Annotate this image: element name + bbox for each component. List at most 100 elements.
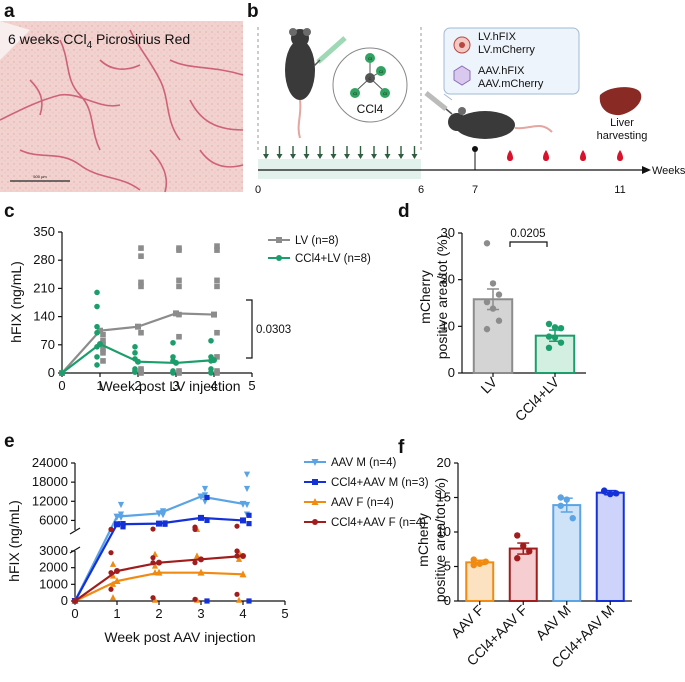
- chart-e-point: [109, 594, 117, 601]
- chart-f-category-label: AAV M: [532, 602, 573, 643]
- chart-d-ylabel-1: mCherry: [417, 270, 433, 324]
- tick-week-6: 6: [418, 184, 424, 196]
- chart-e-mean-marker: [240, 517, 246, 524]
- chart-d-point: [551, 334, 559, 341]
- liver-icon: [599, 87, 642, 116]
- chart-c-ytick-label: 140: [33, 309, 55, 324]
- chart-e-mean-marker: [240, 553, 246, 559]
- chart-c-point: [208, 370, 214, 376]
- chart-e-point: [117, 501, 125, 509]
- svg-text:Cl: Cl: [353, 91, 357, 96]
- panel-label-a: a: [4, 1, 15, 22]
- chart-f-ylabel-2: positive area/tot (%): [432, 478, 448, 603]
- chart-d-point: [483, 325, 491, 333]
- chart-f-bar: [595, 491, 625, 603]
- chart-d-ytick-label: 30: [441, 225, 455, 240]
- syringe-icon: [313, 36, 347, 67]
- chart-e-ytick-label: 1000: [39, 576, 68, 591]
- chart-c-point: [132, 350, 138, 356]
- chart-c-point: [138, 283, 144, 290]
- chart-d-point: [489, 305, 497, 312]
- lv-label-1: LV.hFIX: [478, 31, 517, 43]
- chart-c-ytick-label: 70: [41, 337, 55, 352]
- chart-f-point: [563, 496, 570, 503]
- chart-c-xtick-label: 2: [134, 378, 141, 393]
- blood-draw-markers: [507, 150, 623, 161]
- chart-e-point: [235, 596, 243, 603]
- chart-e-xlabel: Week post AAV injection: [104, 629, 255, 645]
- harvest-label-1: Liver: [610, 117, 634, 129]
- chart-c-point: [100, 331, 106, 338]
- chart-e-xtick-label: 4: [239, 606, 246, 621]
- ccl4-dose-arrows: [263, 146, 418, 159]
- chart-d-point: [545, 320, 553, 328]
- chart-e-point: [151, 596, 159, 603]
- dose-arrowhead: [263, 154, 269, 159]
- chart-c-point: [170, 339, 176, 346]
- chart-c-point: [132, 344, 138, 350]
- chart-e-point: [120, 524, 126, 530]
- chart-e-point: [204, 598, 210, 604]
- chart-c-xlabel: Week post LV injection: [99, 378, 240, 394]
- tick-week-7: 7: [472, 184, 478, 196]
- chart-f-ytick-label: 20: [437, 455, 451, 470]
- timeline-schematic: C Cl Cl Cl Cl CCl4 LV.hFIX LV.mCherry AA…: [255, 27, 685, 196]
- chart-f-point: [520, 542, 527, 549]
- chart-c-point: [176, 333, 182, 340]
- chart-c-point: [100, 358, 106, 364]
- chart-c-ytick-label: 350: [33, 224, 55, 239]
- chart-e-point: [162, 521, 168, 527]
- chart-e-mean-marker: [198, 514, 204, 521]
- ccl4-molecule-bubble: [332, 47, 408, 123]
- chart-e-xtick-label: 2: [155, 606, 162, 621]
- chart-f-point: [557, 494, 564, 501]
- chart-d-point: [483, 240, 491, 247]
- harvest-label-2: harvesting: [597, 130, 648, 142]
- chart-f-point: [526, 548, 533, 555]
- chart-f-ytick-label: 5: [444, 559, 451, 574]
- chart-e-xtick-label: 0: [71, 606, 78, 621]
- dose-arrowhead: [276, 154, 283, 159]
- svg-text:Cl: Cl: [379, 69, 383, 74]
- chart-c-xtick-label: 1: [96, 378, 103, 393]
- chart-c-mean-marker: [173, 310, 179, 317]
- chart-c-mean-marker: [97, 340, 103, 347]
- chart-f-bar: [552, 504, 582, 602]
- chart-e-point: [204, 517, 210, 524]
- aav-icon: [453, 65, 471, 86]
- chart-e-mean-marker: [197, 568, 205, 576]
- chart-e-mean-marker: [72, 598, 78, 604]
- chart-c-mean-marker: [135, 323, 141, 330]
- legend-c-0: LV (n=8): [295, 235, 339, 247]
- panel-label-e: e: [4, 431, 15, 452]
- dose-arrowhead: [317, 154, 323, 159]
- timeline-axis-label: Weeks: [652, 165, 685, 177]
- chart-f-point: [613, 490, 620, 497]
- chart-e-mean-line: [74, 571, 244, 602]
- chart-e-point: [108, 586, 114, 592]
- chart-e-ytick-label: 12000: [32, 493, 68, 508]
- chart-e-point: [192, 596, 198, 602]
- chart-c-point: [214, 354, 220, 360]
- chart-c-ytick-label: 210: [33, 280, 55, 295]
- dose-arrowhead: [398, 154, 404, 159]
- blood-drop-icon: [543, 150, 549, 161]
- chart-c-legend: LV (n=8) CCl4+LV (n=8): [268, 235, 371, 265]
- chart-f-point: [470, 556, 477, 563]
- legend-e-label-2: AAV F (n=4): [331, 497, 394, 509]
- chart-f-point: [607, 490, 614, 498]
- chart-c-sig-bracket: [246, 299, 253, 359]
- ccl4-molecule-icon: C Cl Cl Cl Cl: [350, 53, 390, 98]
- chart-f-ylabel-1: mCherry: [415, 513, 431, 567]
- chart-e-mean-marker: [156, 559, 162, 566]
- chart-d-point: [495, 317, 503, 324]
- chart-d-point: [557, 325, 565, 332]
- chart-c-point: [94, 329, 100, 336]
- chart-c-point: [176, 368, 182, 374]
- chart-e-mean-marker: [197, 493, 205, 501]
- dose-arrowhead: [344, 154, 350, 159]
- chart-c-point: [100, 337, 106, 344]
- chart-e-xtick-label: 1: [113, 606, 120, 621]
- chart-e-point: [150, 555, 156, 561]
